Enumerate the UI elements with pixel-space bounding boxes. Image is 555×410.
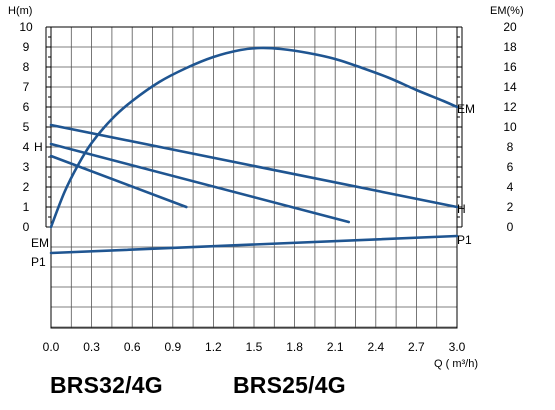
x-tick-label: 2.4	[367, 340, 384, 354]
y-left-tick-label: 7	[23, 80, 30, 94]
y-left-tick-label: 3	[23, 160, 30, 174]
y-left-tick-label: 10	[19, 20, 33, 34]
y-right-tick-label: 12	[503, 100, 517, 114]
y-right-tick-label: 10	[503, 120, 517, 134]
x-tick-label: 0.3	[83, 340, 100, 354]
x-tick-label: 0.0	[43, 340, 60, 354]
y-right-tick-label: 18	[503, 40, 517, 54]
curve-label-h-right: H	[457, 202, 466, 216]
y-right-tick-label: 4	[507, 180, 514, 194]
y-axis-right-title: EM(%)	[490, 5, 524, 17]
x-tick-label: 2.1	[327, 340, 344, 354]
curve-p1	[49, 234, 459, 255]
curve-label-em-right: EM	[457, 102, 475, 116]
x-tick-label: 1.2	[205, 340, 222, 354]
chart-grid	[51, 27, 457, 328]
y-left-tick-label: 5	[23, 120, 30, 134]
curve-h-0	[49, 154, 188, 209]
curve-label-em-left: EM	[31, 236, 49, 250]
y-right-tick-label: 0	[507, 220, 514, 234]
axis-ticks	[45, 26, 463, 228]
y-right-tick-label: 6	[507, 160, 514, 174]
y-right-tick-label: 14	[503, 80, 517, 94]
curve-em	[49, 46, 459, 229]
y-right-tick-label: 2	[507, 200, 514, 214]
y-left-tick-label: 8	[23, 60, 30, 74]
y-right-tick-label: 16	[503, 60, 517, 74]
y-left-tick-label: 4	[23, 140, 30, 154]
curves	[49, 46, 459, 255]
y-right-tick-label: 8	[507, 140, 514, 154]
x-tick-label: 2.7	[408, 340, 425, 354]
x-tick-label: 1.8	[286, 340, 303, 354]
x-tick-label: 3.0	[449, 340, 466, 354]
x-tick-label: 1.5	[246, 340, 263, 354]
curve-label-p1-left: P1	[31, 255, 46, 269]
y-right-tick-label: 20	[503, 20, 517, 34]
model-name-1: BRS32/4G	[50, 372, 163, 398]
y-left-tick-label: 2	[23, 180, 30, 194]
x-tick-label: 0.6	[124, 340, 141, 354]
y-left-tick-label: 1	[23, 200, 30, 214]
curve-h	[49, 123, 459, 209]
y-axis-left-title: H(m)	[8, 5, 32, 17]
curve-h-1	[49, 142, 351, 224]
curve-label-h-left: H	[34, 140, 43, 154]
y-left-tick-label: 6	[23, 100, 30, 114]
x-axis-title: Q ( m³/h)	[434, 358, 478, 370]
model-name-2: BRS25/4G	[233, 372, 346, 398]
curve-label-p1-right: P1	[457, 233, 472, 247]
y-left-tick-label: 0	[23, 220, 30, 234]
y-left-tick-label: 9	[23, 40, 30, 54]
x-tick-label: 0.9	[164, 340, 181, 354]
